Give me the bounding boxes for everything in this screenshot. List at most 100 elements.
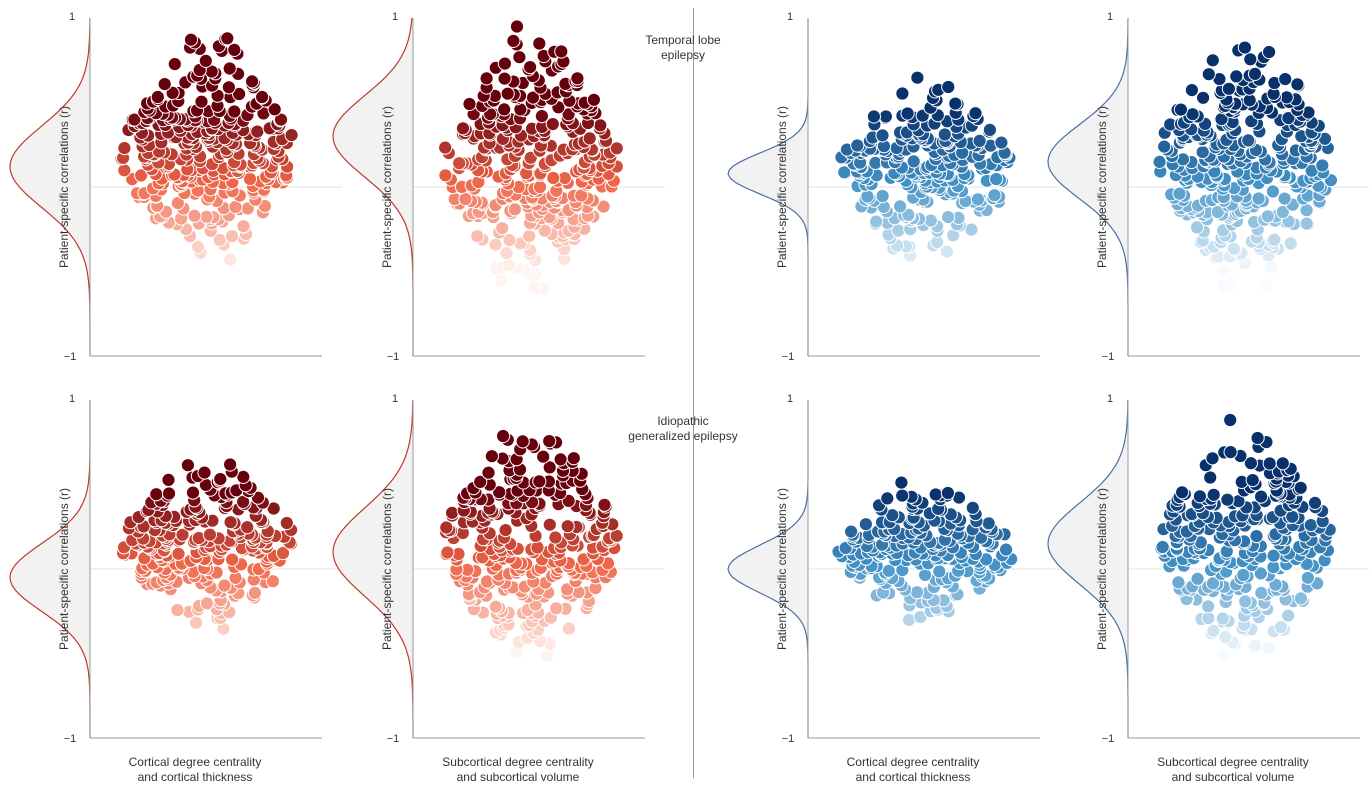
- scatter-point: [906, 154, 921, 169]
- y-axis-label: Patient-specific correlations (r): [57, 106, 71, 268]
- xlabel-subcortical-right: Subcortical degree centrality and subcor…: [1113, 755, 1353, 785]
- scatter-point: [1281, 608, 1296, 623]
- scatter-point: [197, 465, 212, 480]
- y-axis-label: Patient-specific correlations (r): [1095, 106, 1109, 268]
- scatter-point: [1206, 487, 1221, 502]
- y-tick-bottom: −1: [64, 733, 77, 745]
- scatter-point: [542, 517, 557, 532]
- y-tick-top: 1: [787, 11, 793, 23]
- scatter-point: [194, 94, 209, 109]
- scatter-point: [161, 486, 177, 501]
- xlabel-line1: Subcortical degree centrality: [442, 755, 594, 769]
- scatter-point: [982, 122, 998, 137]
- scatter-point: [932, 564, 947, 579]
- scatter-point: [479, 71, 494, 86]
- kde-fill: [728, 400, 808, 738]
- scatter-point: [1247, 66, 1263, 82]
- scatter-point: [498, 523, 513, 538]
- scatter-point: [150, 89, 165, 105]
- scatter-point: [1203, 470, 1218, 485]
- scatter-point: [165, 85, 180, 101]
- y-tick-bottom: −1: [1102, 733, 1115, 745]
- y-tick-bottom: −1: [782, 733, 795, 745]
- scatter-point: [1251, 191, 1266, 206]
- scatter-point: [1273, 619, 1289, 635]
- scatter-point: [1220, 492, 1235, 507]
- scatter-point: [247, 585, 262, 601]
- kde-fill: [10, 18, 90, 356]
- scatter-point: [134, 168, 149, 183]
- scatter-point: [540, 648, 555, 663]
- scatter-point: [987, 188, 1002, 203]
- scatter-point: [937, 127, 952, 142]
- scatter-point: [1190, 571, 1205, 586]
- scatter-point: [981, 516, 996, 531]
- scatter-point: [240, 520, 255, 535]
- scatter-point: [440, 545, 455, 560]
- group-divider: [693, 8, 694, 778]
- scatter-point: [858, 517, 874, 532]
- scatter-point: [1205, 451, 1220, 466]
- scatter-point: [542, 434, 557, 449]
- scatter-point: [1248, 638, 1263, 654]
- scatter-point: [522, 229, 537, 244]
- xlabel-line2: and subcortical volume: [1171, 770, 1295, 784]
- scatter-point: [1285, 509, 1300, 524]
- scatter-point: [497, 56, 512, 71]
- y-axis-label: Patient-specific correlations (r): [775, 488, 789, 650]
- scatter-point: [488, 599, 503, 614]
- scatter-point: [1218, 630, 1233, 645]
- scatter-point: [901, 207, 916, 222]
- scatter-point: [199, 209, 214, 224]
- scatter-point: [1262, 456, 1277, 471]
- xlabel-line1: Subcortical degree centrality: [1157, 755, 1309, 769]
- scatter-point: [167, 57, 182, 72]
- scatter-point: [199, 596, 215, 611]
- scatter-point: [1175, 485, 1190, 500]
- scatter-point: [1278, 72, 1293, 87]
- scatter-point: [481, 465, 496, 480]
- scatter-point: [948, 96, 963, 111]
- scatter-point: [609, 141, 624, 156]
- scatter-point: [1245, 473, 1260, 488]
- scatter-point: [586, 92, 602, 107]
- y-tick-bottom: −1: [387, 733, 400, 745]
- scatter-point: [1171, 575, 1186, 590]
- scatter-point: [582, 131, 597, 146]
- scatter-point: [502, 233, 517, 248]
- scatter-point: [488, 237, 503, 252]
- scatter-point: [532, 179, 548, 195]
- scatter-point: [901, 612, 917, 627]
- scatter-point: [187, 208, 202, 223]
- scatter-point: [1241, 133, 1256, 148]
- scatter-point: [223, 515, 238, 530]
- scatter-point: [1254, 489, 1269, 504]
- scatter-point: [438, 168, 453, 183]
- scatter-point: [1192, 489, 1208, 504]
- scatter-point: [496, 428, 511, 444]
- scatter-point: [895, 86, 910, 101]
- panel-tle-subcortical-red: 1 −1 Patient-specific correlations (r): [332, 11, 665, 363]
- scatter-point: [1258, 278, 1273, 293]
- scatter-point: [1275, 456, 1290, 471]
- scatter-point: [866, 109, 882, 124]
- scatter-point: [1261, 640, 1276, 655]
- scatter-point: [965, 500, 980, 515]
- scatter-point: [452, 156, 467, 171]
- scatter-point: [1173, 102, 1189, 117]
- scatter-point: [1283, 236, 1298, 251]
- group-label-ige: Idiopathic generalized epilepsy: [598, 414, 768, 444]
- group-label-ige-line1: Idiopathic: [657, 414, 709, 428]
- scatter-point: [928, 487, 943, 502]
- scatter-point: [1189, 220, 1205, 235]
- y-axis-label: Patient-specific correlations (r): [380, 106, 394, 268]
- scatter-point: [484, 449, 499, 464]
- scatter-point: [1223, 445, 1238, 460]
- scatter-point: [875, 188, 890, 204]
- scatter-point: [941, 79, 956, 95]
- scatter-point: [117, 163, 132, 178]
- scatter-point: [878, 109, 894, 124]
- scatter-point: [1196, 90, 1211, 105]
- y-tick-bottom: −1: [1102, 351, 1115, 363]
